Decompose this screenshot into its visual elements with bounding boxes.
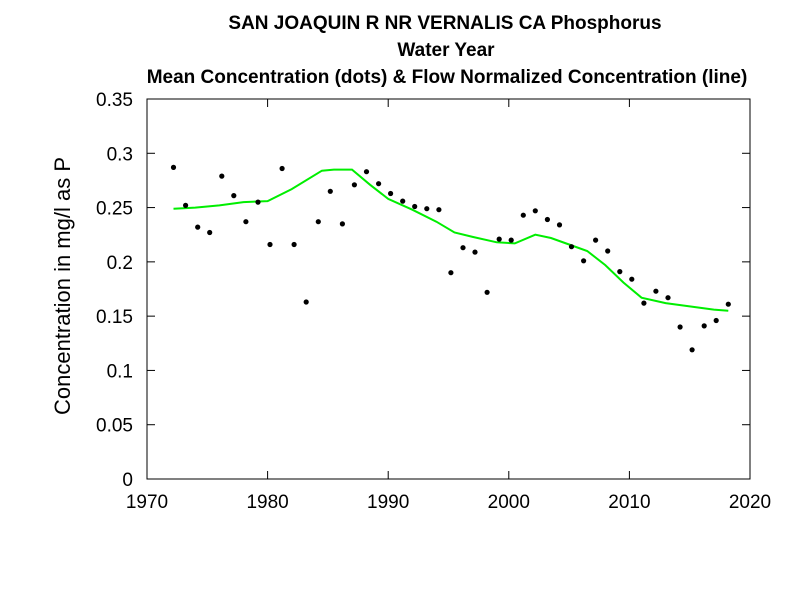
data-point — [460, 245, 466, 251]
data-point — [544, 216, 551, 223]
data-point — [363, 169, 370, 175]
data-point — [424, 206, 430, 212]
y-tick-label: 0.15 — [96, 307, 133, 328]
chart-title-line-1: SAN JOAQUIN R NR VERNALIS CA Phosphorus — [228, 13, 662, 34]
data-point — [617, 269, 623, 275]
data-point — [484, 289, 490, 295]
x-tick-label: 1970 — [126, 492, 168, 513]
data-point — [725, 301, 731, 307]
data-point — [339, 221, 345, 227]
data-point — [436, 207, 442, 213]
y-tick-label: 0.25 — [96, 199, 133, 220]
data-point — [665, 295, 671, 301]
flow-normalized-series — [173, 168, 729, 312]
data-point — [388, 190, 394, 197]
data-point — [243, 219, 249, 225]
data-point — [448, 270, 454, 276]
x-tick-label: 2020 — [729, 492, 771, 513]
data-point — [207, 229, 213, 236]
data-point — [195, 224, 201, 230]
y-tick-label: 0.2 — [107, 253, 133, 274]
data-point — [520, 212, 526, 218]
data-point — [689, 347, 695, 353]
flow-normalized-line — [173, 168, 729, 312]
data-point — [267, 241, 273, 248]
data-point — [593, 237, 599, 243]
data-point — [327, 188, 333, 194]
data-point — [183, 202, 189, 208]
data-point — [496, 236, 502, 242]
y-axis-label: Concentration in mg/l as P — [50, 157, 75, 415]
data-point — [303, 299, 309, 305]
data-point — [677, 324, 683, 330]
data-point — [170, 164, 177, 170]
data-point — [279, 165, 285, 172]
data-point — [219, 173, 225, 179]
y-tick-label: 0.05 — [96, 416, 133, 437]
data-point — [532, 208, 538, 214]
data-point — [653, 288, 659, 294]
data-point — [412, 203, 418, 210]
data-point — [231, 193, 237, 199]
data-point — [641, 300, 647, 306]
data-point — [472, 249, 478, 255]
data-point — [351, 182, 357, 188]
data-point — [568, 244, 575, 250]
data-point — [376, 181, 382, 187]
data-point — [701, 323, 707, 329]
data-point — [315, 219, 321, 225]
plot-frame — [146, 98, 751, 480]
data-point — [556, 222, 563, 228]
chart-title-line-3: Mean Concentration (dots) & Flow Normali… — [146, 67, 748, 88]
data-point — [255, 199, 261, 205]
x-tick-label: 2000 — [488, 492, 530, 513]
y-tick-label: 0.35 — [96, 90, 133, 111]
data-point — [629, 276, 635, 282]
x-tick-label: 1980 — [246, 492, 288, 513]
chart-title-line-2: Water Year — [397, 40, 495, 61]
data-point — [400, 198, 406, 204]
y-tick-label: 0.3 — [107, 144, 133, 165]
data-point — [508, 237, 514, 243]
x-tick-label: 2010 — [608, 492, 650, 513]
y-tick-label: 0.1 — [107, 361, 133, 382]
data-point — [291, 241, 297, 248]
mean-concentration-series — [170, 164, 731, 353]
data-point — [713, 317, 719, 324]
data-point — [581, 258, 587, 264]
x-axis: 1970 1980 1990 2000 2010 2020 — [126, 99, 771, 513]
y-tick-label: 0 — [122, 470, 133, 491]
y-axis: 0 0.05 0.1 0.15 0.2 0.25 0.3 0.35 — [96, 90, 750, 491]
data-point — [605, 248, 611, 254]
x-tick-label: 1990 — [367, 492, 409, 513]
